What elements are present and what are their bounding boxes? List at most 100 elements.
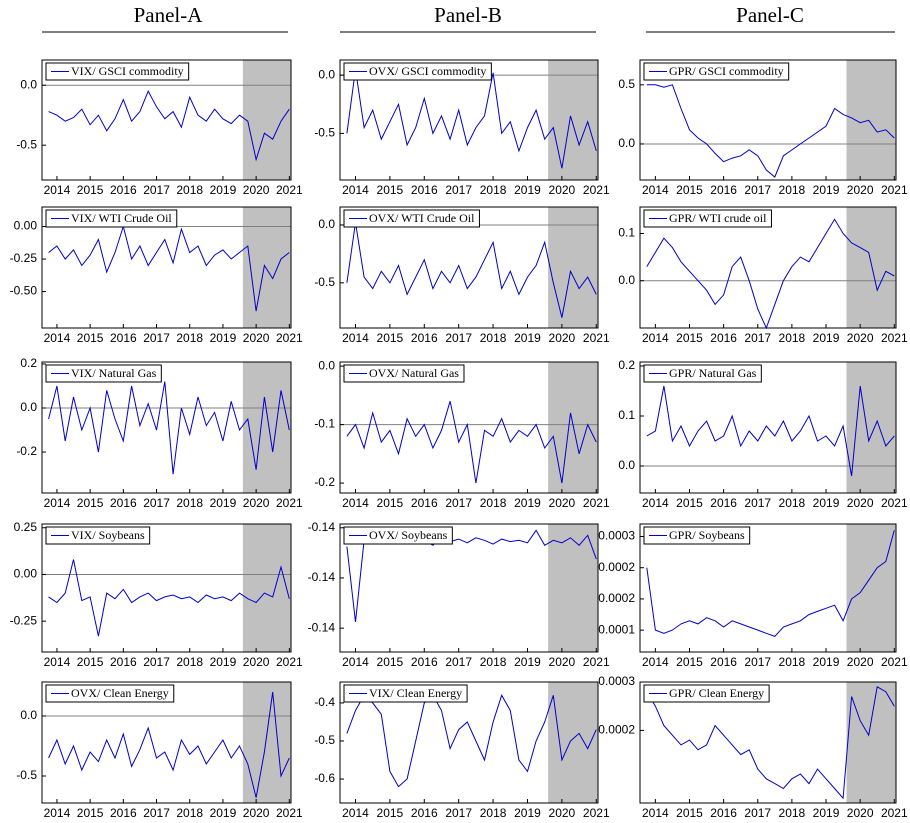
x-tick-label: 2015 bbox=[77, 183, 104, 197]
series-line bbox=[48, 381, 290, 475]
legend-box bbox=[643, 684, 770, 703]
x-tick-label: 2015 bbox=[377, 183, 404, 197]
legend-box bbox=[643, 62, 790, 81]
series-line bbox=[48, 224, 290, 312]
legend: OVX/ Soybeans bbox=[343, 526, 453, 545]
legend-box bbox=[45, 364, 162, 383]
x-tick-label: 2019 bbox=[210, 806, 237, 820]
x-tick-label: 2021 bbox=[583, 655, 610, 669]
series-line bbox=[646, 218, 895, 330]
x-tick-label: 2015 bbox=[377, 655, 404, 669]
legend: GPR/ Soybeans bbox=[643, 526, 751, 545]
legend-label: GPR/ WTI crude oil bbox=[669, 211, 767, 225]
legend: GPR/ WTI crude oil bbox=[643, 209, 772, 228]
y-tick-label: -0.5 bbox=[314, 275, 335, 289]
x-tick-label: 2019 bbox=[813, 655, 840, 669]
x-tick-label: 2020 bbox=[549, 496, 576, 510]
x-tick-label: 2020 bbox=[847, 655, 874, 669]
x-tick-label: 2018 bbox=[480, 806, 507, 820]
y-tick-label: -0.25 bbox=[10, 613, 38, 627]
plot-frame bbox=[339, 206, 599, 329]
x-tick-label: 2019 bbox=[813, 806, 840, 820]
shaded-period bbox=[846, 362, 896, 493]
x-tick-label: 2019 bbox=[813, 496, 840, 510]
y-tick-label: -0.5 bbox=[16, 137, 37, 151]
x-tick-label: 2014 bbox=[642, 183, 669, 197]
legend: GPR/ Clean Energy bbox=[643, 684, 770, 703]
legend-label: GPR/ Natural Gas bbox=[669, 366, 757, 380]
shaded-period bbox=[846, 682, 896, 803]
x-tick-label: 2021 bbox=[881, 496, 908, 510]
y-tick-label: 0.25 bbox=[14, 520, 38, 534]
x-tick-label: 2014 bbox=[44, 655, 71, 669]
legend: VIX/ Soybeans bbox=[45, 526, 151, 545]
x-tick-label: 2019 bbox=[813, 331, 840, 345]
series-line bbox=[346, 694, 597, 788]
panel-title: Panel-B bbox=[434, 3, 502, 27]
x-tick-label: 2018 bbox=[176, 496, 203, 510]
x-tick-label: 2014 bbox=[642, 331, 669, 345]
legend-label: VIX/ Soybeans bbox=[71, 528, 145, 542]
y-tick-label: 0.5 bbox=[618, 77, 635, 91]
x-tick-label: 2015 bbox=[676, 331, 703, 345]
legend-label: OVX/ GSCI commodity bbox=[369, 64, 486, 78]
x-tick-label: 2021 bbox=[583, 806, 610, 820]
y-tick-label: -0.14 bbox=[308, 570, 336, 584]
x-tick-label: 2015 bbox=[77, 655, 104, 669]
x-tick-label: 2020 bbox=[243, 496, 270, 510]
legend-label: VIX/ WTI Crude Oil bbox=[71, 211, 172, 225]
legend-box bbox=[643, 364, 762, 383]
x-tick-label: 2015 bbox=[676, 655, 703, 669]
x-tick-label: 2015 bbox=[77, 806, 104, 820]
y-tick-label: 0.2 bbox=[20, 356, 37, 370]
legend-box bbox=[343, 209, 480, 228]
plot-frame bbox=[41, 206, 292, 329]
x-tick-label: 2017 bbox=[445, 655, 472, 669]
series-line bbox=[48, 90, 290, 162]
x-tick-label: 2018 bbox=[779, 655, 806, 669]
legend-label: OVX/ WTI Crude Oil bbox=[369, 211, 475, 225]
legend: VIX/ WTI Crude Oil bbox=[45, 209, 178, 228]
y-tick-label: 0.0 bbox=[618, 273, 635, 287]
x-tick-label: 2020 bbox=[243, 183, 270, 197]
legend-label: GPR/ Clean Energy bbox=[669, 686, 764, 700]
y-tick-label: -0.5 bbox=[314, 733, 335, 747]
x-tick-label: 2018 bbox=[480, 331, 507, 345]
y-tick-label: -0.14 bbox=[308, 620, 336, 634]
panel-title: Panel-A bbox=[134, 3, 204, 27]
plot-frame bbox=[339, 59, 599, 181]
series-line bbox=[48, 691, 290, 798]
series-line bbox=[346, 401, 597, 484]
shaded-period bbox=[846, 207, 896, 328]
x-tick-label: 2020 bbox=[847, 183, 874, 197]
y-tick-label: 0.0003 bbox=[598, 529, 635, 543]
y-tick-label: -0.5 bbox=[16, 768, 37, 782]
x-tick-label: 2017 bbox=[744, 331, 771, 345]
legend-label: OVX/ Clean Energy bbox=[71, 686, 169, 700]
x-tick-label: 2021 bbox=[276, 496, 303, 510]
x-tick-label: 2021 bbox=[881, 806, 908, 820]
x-tick-label: 2014 bbox=[44, 331, 71, 345]
x-tick-label: 2014 bbox=[642, 655, 669, 669]
x-tick-label: 2019 bbox=[514, 655, 541, 669]
y-tick-label: 0.1 bbox=[618, 408, 635, 422]
y-tick-label: 0.0 bbox=[20, 400, 37, 414]
x-tick-label: 2014 bbox=[342, 331, 369, 345]
x-tick-label: 2016 bbox=[411, 496, 438, 510]
plot-frame bbox=[41, 523, 292, 653]
x-tick-label: 2015 bbox=[676, 183, 703, 197]
y-tick-label: 0.00 bbox=[14, 567, 38, 581]
plot-frame bbox=[339, 681, 599, 804]
series-line bbox=[646, 686, 895, 800]
x-tick-label: 2020 bbox=[549, 331, 576, 345]
legend-label: OVX/ Natural Gas bbox=[369, 366, 459, 380]
x-tick-label: 2014 bbox=[44, 183, 71, 197]
series-line bbox=[646, 530, 895, 637]
shaded-period bbox=[242, 362, 291, 493]
legend-box bbox=[343, 364, 465, 383]
y-tick-label: -0.2 bbox=[314, 475, 335, 489]
x-tick-label: 2014 bbox=[342, 496, 369, 510]
x-tick-label: 2016 bbox=[411, 331, 438, 345]
y-tick-label: 0.0 bbox=[20, 708, 37, 722]
x-tick-label: 2018 bbox=[176, 806, 203, 820]
